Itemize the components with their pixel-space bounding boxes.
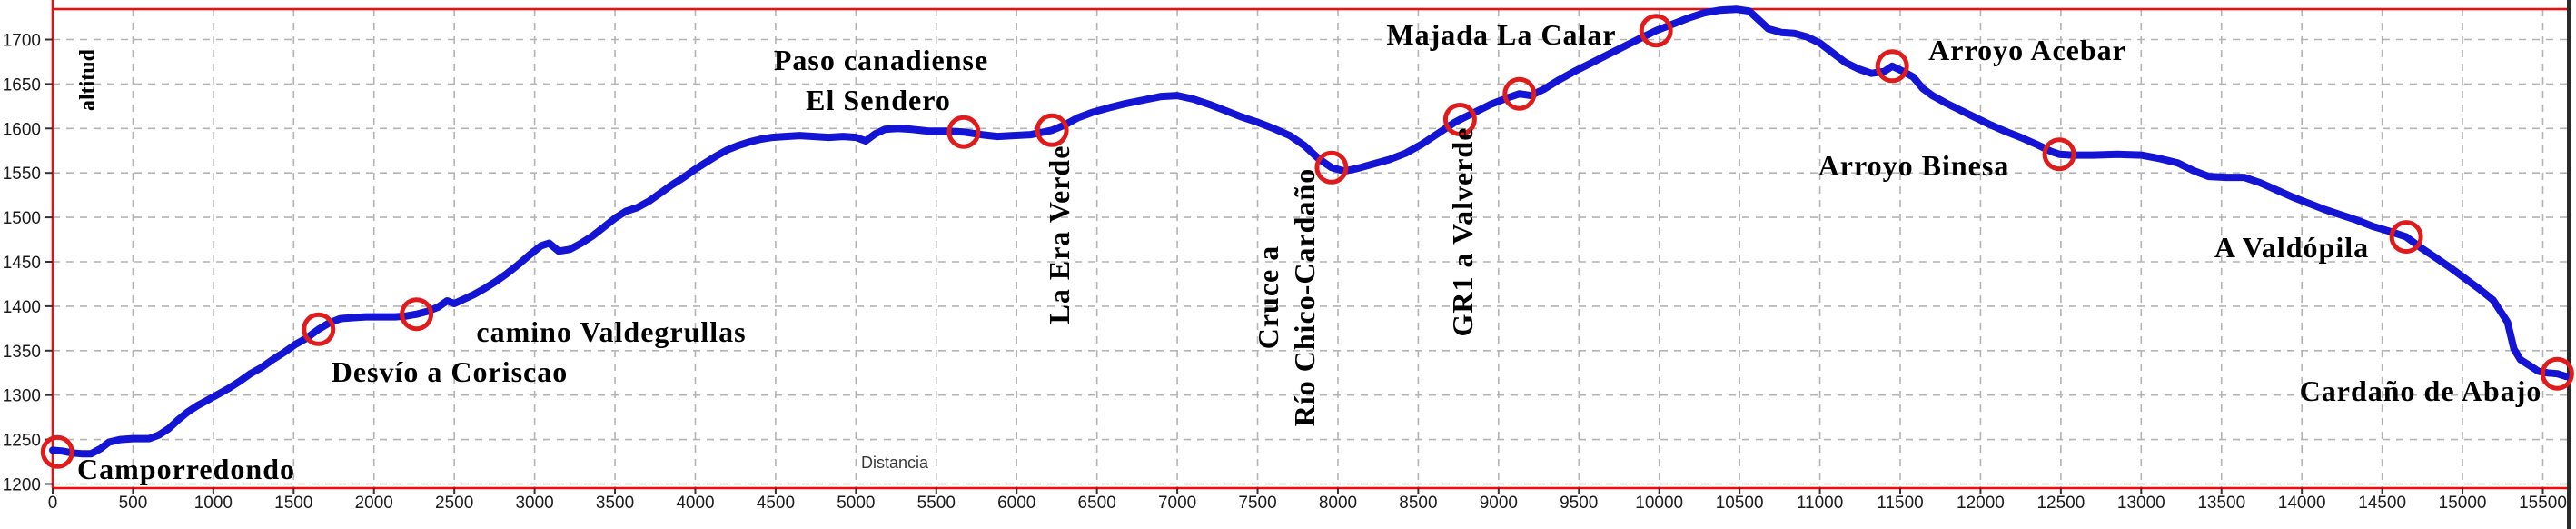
x-axis-tick-label: 8500 — [1399, 494, 1437, 513]
waypoint-circle — [1502, 76, 1537, 111]
x-axis-tick-label: 5000 — [837, 494, 875, 513]
x-axis-tick-label: 3000 — [515, 494, 553, 513]
waypoint-label: El Sendero — [806, 84, 951, 116]
x-axis-tick-label: 9500 — [1560, 494, 1598, 513]
waypoint-label: Desvío a Coriscao — [332, 355, 569, 388]
waypoint-label: camino Valdegrullas — [476, 315, 746, 348]
waypoint-circle — [1035, 113, 1069, 147]
x-axis-tick-label: 12000 — [1957, 494, 2005, 513]
x-axis-tick-label: 11000 — [1797, 494, 1843, 513]
y-axis-title: altitud — [76, 48, 100, 111]
waypoint-label: Cardaño de Abajo — [2300, 374, 2542, 407]
x-axis-tick-label: 14500 — [2358, 494, 2406, 513]
waypoint-circle — [1442, 103, 1477, 136]
waypoint-circle — [2540, 356, 2574, 391]
x-axis-tick-label: 1500 — [274, 494, 312, 513]
x-axis-tick-label: 1000 — [194, 494, 233, 513]
y-axis-tick-label: 1200 — [3, 476, 41, 495]
waypoint-circle — [2042, 137, 2076, 172]
x-axis-tick-label: 7000 — [1158, 494, 1196, 513]
x-axis-tick-label: 6000 — [997, 494, 1035, 513]
x-axis-tick-label: 13000 — [2117, 494, 2165, 513]
x-axis-tick-label: 12500 — [2036, 494, 2085, 513]
x-axis-tick-label: 5500 — [917, 494, 956, 513]
y-axis-tick-label: 1650 — [3, 75, 41, 95]
waypoint-circle — [302, 312, 336, 346]
x-axis-tick-label: 10000 — [1635, 494, 1683, 513]
waypoint-circle — [1314, 150, 1349, 185]
waypoint-circle — [946, 115, 981, 149]
waypoint-label: A Valdópila — [2214, 231, 2369, 264]
waypoint-label: Cruce a — [1252, 245, 1284, 350]
waypoint-circle — [400, 297, 434, 332]
waypoint-label: Arroyo Acebar — [1928, 34, 2126, 66]
y-axis-tick-label: 1400 — [3, 298, 41, 317]
waypoint-label: Paso canadiense — [774, 44, 988, 76]
x-axis-tick-label: 7500 — [1238, 494, 1276, 513]
x-axis-tick-label: 13500 — [2197, 494, 2245, 513]
x-axis-tick-label: 4000 — [676, 494, 714, 513]
x-axis-tick-label: 15000 — [2439, 494, 2487, 513]
x-axis-tick-label: 2000 — [355, 494, 393, 513]
y-axis-tick-label: 1450 — [3, 254, 41, 273]
x-axis-tick-label: 2500 — [435, 494, 473, 513]
waypoint-circle — [40, 434, 74, 469]
x-axis-tick-label: 8000 — [1319, 494, 1357, 513]
waypoint-label: Arroyo Binesa — [1818, 149, 2010, 182]
x-axis-tick-label: 6500 — [1078, 494, 1116, 513]
x-axis-tick-label: 0 — [48, 494, 58, 513]
waypoint-label: GR1 a Valverde — [1446, 127, 1479, 337]
waypoint-circle — [1875, 49, 1909, 84]
waypoint-label: Río Chico-Cardaño — [1288, 168, 1321, 427]
x-axis-tick-label: 500 — [119, 494, 148, 513]
waypoint-label: La Era Verde — [1043, 145, 1075, 324]
waypoint-circle — [1639, 14, 1673, 48]
x-axis-tick-label: 15500 — [2519, 494, 2567, 513]
x-axis-tick-label: 10500 — [1716, 494, 1764, 513]
y-axis-tick-label: 1550 — [3, 165, 41, 184]
y-axis-tick-label: 1300 — [3, 387, 41, 406]
x-axis-tick-label: 9000 — [1480, 494, 1518, 513]
x-axis-title: Distancia — [861, 454, 929, 472]
x-axis-tick-label: 4500 — [757, 494, 795, 513]
y-axis-tick-label: 1350 — [3, 343, 41, 362]
waypoint-label: Camporredondo — [77, 453, 295, 485]
waypoint-label: Majada La Calar — [1386, 18, 1616, 51]
y-axis-tick-label: 1250 — [3, 432, 41, 451]
y-axis-tick-label: 1700 — [3, 32, 41, 51]
x-axis-tick-label: 14000 — [2278, 494, 2326, 513]
x-axis-tick-label: 3500 — [596, 494, 634, 513]
y-axis-tick-label: 1500 — [3, 209, 41, 228]
waypoint-circle — [2389, 220, 2423, 255]
y-axis-tick-label: 1600 — [3, 120, 41, 139]
x-axis-tick-label: 11500 — [1877, 494, 1923, 513]
